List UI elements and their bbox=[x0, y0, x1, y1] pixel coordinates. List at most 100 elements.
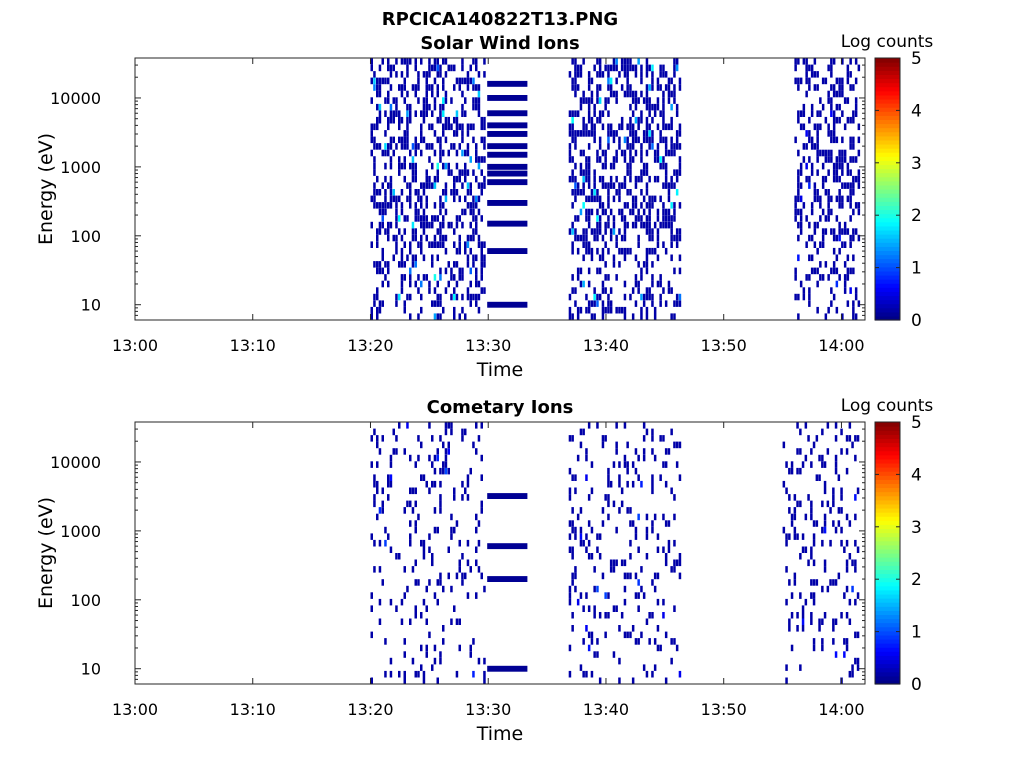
spectrogram-cell bbox=[442, 189, 445, 196]
spectrogram-cell bbox=[447, 123, 450, 131]
spectrogram-cell bbox=[483, 182, 486, 189]
spectrogram-cell bbox=[433, 644, 437, 652]
spectrogram-cell bbox=[384, 162, 387, 170]
spectrogram-cell bbox=[634, 90, 638, 98]
spectrogram-cell bbox=[849, 215, 852, 222]
spectrogram-cell bbox=[846, 71, 850, 78]
spectrogram-cell bbox=[819, 241, 822, 248]
spectrogram-cell bbox=[607, 182, 610, 189]
colorbar-segment bbox=[875, 78, 900, 84]
spectrogram-cell bbox=[431, 215, 434, 222]
spectrogram-cell bbox=[409, 58, 412, 65]
spectrogram-cell bbox=[788, 579, 791, 586]
spectrogram-cell bbox=[824, 175, 828, 183]
spectrogram-cell bbox=[634, 71, 638, 78]
colorbar-segment bbox=[875, 86, 900, 92]
spectrogram-cell bbox=[634, 103, 638, 111]
spectrogram-cell bbox=[422, 189, 426, 196]
x-tick-label: 13:50 bbox=[701, 700, 747, 719]
colorbar-segment bbox=[875, 557, 900, 562]
spectrogram-cell bbox=[656, 156, 660, 163]
spectrogram-cell bbox=[623, 149, 627, 157]
spectrogram-cell bbox=[387, 58, 390, 65]
spectrogram-cell bbox=[640, 274, 643, 281]
spectrogram-cell bbox=[450, 64, 453, 72]
colorbar-frame bbox=[874, 57, 901, 321]
spectrogram-cell bbox=[433, 313, 437, 320]
spectrogram-cell bbox=[422, 670, 426, 678]
spectrogram-cell bbox=[439, 467, 442, 475]
colorbar-segment bbox=[875, 467, 900, 472]
spectrogram-cell bbox=[461, 435, 464, 442]
spectrogram-cell bbox=[601, 306, 605, 314]
spectrogram-cell bbox=[477, 110, 481, 117]
spectrogram-cell bbox=[849, 143, 852, 150]
spectrogram-cell bbox=[420, 202, 423, 209]
spectrogram-cell bbox=[596, 267, 599, 275]
spectrogram-cell bbox=[475, 592, 478, 599]
plot-frame bbox=[134, 421, 866, 685]
colorbar-segment bbox=[875, 438, 900, 444]
colorbar-segment bbox=[875, 561, 900, 566]
spectrogram-cell bbox=[475, 103, 478, 111]
spectrogram-cell bbox=[450, 428, 453, 436]
spectrogram-cell bbox=[574, 487, 577, 495]
spectrogram-cell bbox=[466, 234, 470, 242]
spectrogram-cell bbox=[442, 123, 445, 131]
spectrogram-cell bbox=[444, 234, 448, 242]
spectrogram-cell bbox=[623, 631, 627, 639]
spectrogram-cell bbox=[395, 221, 398, 229]
spectrogram-cell bbox=[461, 274, 464, 281]
spectrogram-cell bbox=[466, 84, 470, 91]
spectrogram-cell bbox=[585, 247, 588, 255]
spectrogram-cell bbox=[453, 494, 456, 501]
spectrogram-cell bbox=[785, 664, 788, 671]
spectrogram-cell bbox=[387, 182, 390, 189]
spectrogram-cell bbox=[381, 182, 384, 189]
spectrogram-cell bbox=[601, 300, 605, 307]
spectrogram-cell bbox=[623, 598, 627, 606]
spectrogram-cell bbox=[629, 169, 632, 176]
spectrogram-cell bbox=[664, 480, 668, 488]
spectrogram-cell bbox=[395, 448, 398, 455]
spectrogram-cell bbox=[472, 58, 475, 65]
spectrogram-cell bbox=[634, 592, 638, 599]
spectrogram-cell bbox=[387, 143, 390, 150]
spectrogram-cell bbox=[420, 195, 423, 203]
spectrogram-cell bbox=[846, 116, 850, 124]
colorbar-tick-label: 2 bbox=[911, 206, 922, 226]
spectrogram-cell bbox=[642, 592, 646, 599]
spectrogram-cell bbox=[662, 202, 665, 209]
spectrogram-cell bbox=[810, 71, 814, 78]
spectrogram-cell bbox=[384, 539, 387, 547]
spectrogram-cell bbox=[439, 267, 442, 275]
spectrogram-cell bbox=[574, 58, 577, 65]
spectrogram-cell bbox=[406, 585, 409, 593]
spectrogram-cell bbox=[587, 539, 591, 547]
spectrogram-cell bbox=[409, 149, 412, 157]
spectrogram-cell bbox=[675, 64, 679, 72]
spectrogram-cell bbox=[841, 58, 844, 65]
spectrogram-cell bbox=[439, 143, 442, 150]
spectrogram-cell bbox=[797, 175, 800, 183]
spectrogram-cell bbox=[623, 221, 627, 229]
spectrogram-cell bbox=[590, 670, 594, 678]
spectrogram-cell bbox=[659, 474, 662, 481]
spectrogram-cell bbox=[648, 208, 651, 216]
spectrogram-cell bbox=[417, 670, 420, 678]
spectrogram-cell bbox=[824, 215, 828, 222]
spectrogram-cell bbox=[579, 149, 583, 157]
spectrogram-cell bbox=[574, 566, 577, 573]
spectrogram-cell bbox=[629, 162, 632, 170]
colorbar-segment bbox=[875, 266, 900, 272]
spectrogram-cell bbox=[642, 97, 646, 104]
spectrogram-cell bbox=[830, 64, 833, 72]
spectrogram-cell bbox=[670, 77, 673, 85]
colorbar-segment bbox=[875, 626, 900, 632]
spectrogram-cell bbox=[827, 169, 830, 176]
spectrogram-cell bbox=[585, 169, 588, 176]
spectrogram-cell bbox=[604, 435, 607, 442]
spectrogram-cell bbox=[607, 110, 610, 117]
spectrogram-cell bbox=[615, 175, 618, 183]
